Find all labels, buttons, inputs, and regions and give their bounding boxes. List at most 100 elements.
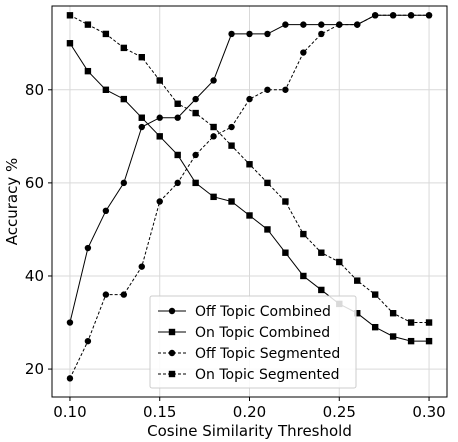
x-tick-label: 0.25 bbox=[323, 403, 356, 421]
data-point bbox=[389, 12, 397, 19]
series-on-topic-segmented bbox=[66, 12, 433, 326]
legend-marker bbox=[168, 370, 176, 378]
data-point bbox=[282, 21, 289, 28]
legend-item: Off Topic Segmented bbox=[158, 346, 340, 362]
data-point bbox=[300, 272, 307, 280]
legend-label: Off Topic Segmented bbox=[195, 346, 340, 362]
y-tick-label: 60 bbox=[25, 174, 44, 192]
y-tick-label: 80 bbox=[25, 81, 44, 99]
legend-marker bbox=[168, 349, 176, 357]
data-point bbox=[84, 244, 92, 252]
data-point bbox=[228, 198, 235, 205]
data-point bbox=[120, 95, 128, 103]
series-off-topic-segmented bbox=[66, 12, 433, 382]
x-tick-label: 0.10 bbox=[53, 403, 86, 421]
data-point bbox=[192, 109, 199, 117]
data-point bbox=[210, 193, 217, 201]
data-point bbox=[156, 114, 163, 121]
data-point bbox=[138, 114, 145, 121]
data-point bbox=[138, 123, 145, 131]
legend-item: Off Topic Combined bbox=[158, 304, 331, 320]
data-point bbox=[66, 375, 74, 382]
data-point bbox=[228, 30, 235, 38]
data-point bbox=[228, 123, 235, 131]
data-point bbox=[210, 77, 217, 84]
series-layer bbox=[66, 12, 433, 382]
legend-label: On Topic Segmented bbox=[195, 367, 340, 383]
data-point bbox=[210, 133, 217, 140]
data-point bbox=[264, 86, 271, 93]
legend-item: On Topic Segmented bbox=[158, 367, 340, 383]
data-point bbox=[425, 12, 433, 19]
y-axis-label: Accuracy % bbox=[3, 158, 21, 246]
data-point bbox=[246, 30, 253, 38]
data-point bbox=[300, 230, 307, 238]
data-point bbox=[138, 263, 145, 270]
data-point bbox=[84, 337, 92, 345]
data-point bbox=[318, 21, 325, 28]
data-point bbox=[84, 21, 92, 28]
data-point bbox=[174, 100, 181, 107]
data-point bbox=[389, 333, 397, 340]
legend-label: On Topic Combined bbox=[195, 325, 330, 341]
data-point bbox=[354, 277, 361, 284]
y-tick-label: 20 bbox=[25, 360, 44, 378]
x-axis-ticks: 0.10 0.15 0.20 0.25 0.30 bbox=[53, 397, 446, 421]
series-line bbox=[69, 14, 430, 379]
y-axis-ticks: 20 40 60 80 bbox=[25, 81, 52, 378]
data-point bbox=[66, 40, 74, 47]
data-point bbox=[210, 123, 217, 131]
data-point bbox=[84, 67, 92, 75]
data-point bbox=[300, 21, 307, 28]
data-point bbox=[246, 95, 253, 103]
data-point bbox=[246, 212, 253, 219]
data-point bbox=[371, 323, 379, 331]
data-point bbox=[174, 151, 181, 159]
data-point bbox=[389, 310, 397, 317]
data-point bbox=[192, 95, 199, 103]
data-point bbox=[120, 291, 128, 298]
data-point bbox=[336, 21, 343, 28]
legend-label: Off Topic Combined bbox=[195, 304, 331, 320]
data-point bbox=[282, 86, 289, 93]
data-point bbox=[174, 179, 181, 187]
data-point bbox=[264, 30, 271, 38]
x-tick-label: 0.30 bbox=[412, 403, 445, 421]
data-point bbox=[264, 179, 271, 187]
x-tick-label: 0.15 bbox=[143, 403, 176, 421]
data-point bbox=[138, 54, 145, 61]
data-point bbox=[407, 12, 415, 19]
data-point bbox=[66, 12, 74, 19]
data-point bbox=[354, 21, 361, 28]
data-point bbox=[192, 151, 199, 159]
data-point bbox=[318, 249, 325, 256]
data-point bbox=[192, 179, 199, 187]
data-point bbox=[318, 30, 325, 38]
data-point bbox=[300, 49, 307, 56]
legend-item: On Topic Combined bbox=[158, 325, 330, 341]
x-tick-label: 0.20 bbox=[233, 403, 266, 421]
data-point bbox=[371, 291, 379, 298]
legend: Off Topic Combined On Topic Combined Off T… bbox=[149, 295, 357, 389]
data-point bbox=[66, 319, 74, 326]
data-point bbox=[371, 12, 379, 19]
data-point bbox=[246, 161, 253, 168]
data-point bbox=[407, 337, 415, 345]
data-point bbox=[156, 77, 163, 84]
data-point bbox=[102, 291, 110, 298]
data-point bbox=[156, 133, 163, 140]
data-point bbox=[228, 142, 235, 149]
legend-marker bbox=[168, 307, 176, 315]
data-point bbox=[120, 44, 128, 52]
data-point bbox=[354, 310, 361, 317]
data-point bbox=[264, 226, 271, 233]
data-point bbox=[174, 114, 181, 121]
data-point bbox=[336, 258, 343, 266]
data-point bbox=[282, 198, 289, 205]
y-tick-label: 40 bbox=[25, 267, 44, 285]
data-point bbox=[102, 207, 110, 215]
legend-marker bbox=[168, 328, 176, 336]
data-point bbox=[282, 249, 289, 256]
